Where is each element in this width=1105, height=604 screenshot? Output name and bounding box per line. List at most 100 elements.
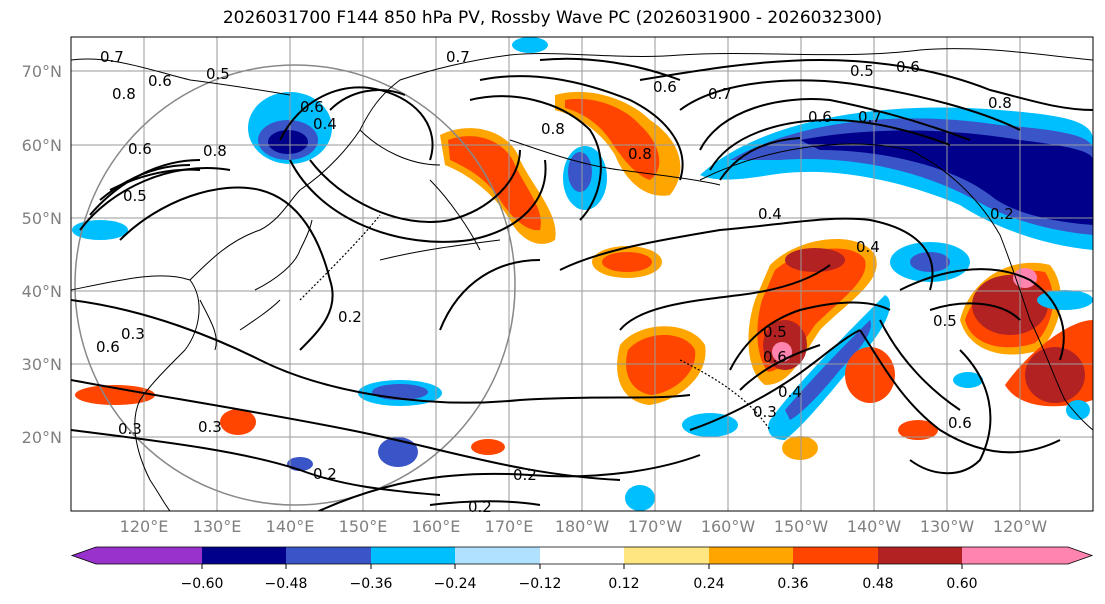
contour-label: 0.5 bbox=[933, 312, 957, 330]
positive-anomaly-blob bbox=[845, 347, 895, 403]
colorbar-tick-label: −0.60 bbox=[180, 576, 224, 592]
positive-anomaly-blob bbox=[602, 252, 652, 272]
contour-label: 0.8 bbox=[112, 85, 136, 103]
contour-label: 0.2 bbox=[468, 498, 492, 516]
contour-label: 0.8 bbox=[628, 145, 652, 163]
positive-anomaly-blob bbox=[898, 420, 938, 440]
contour-label: 0.6 bbox=[896, 58, 920, 76]
lat-label: 70°N bbox=[21, 62, 62, 81]
pv-contours bbox=[71, 57, 1093, 511]
contour-label: 0.6 bbox=[653, 78, 677, 96]
contour-label: 0.7 bbox=[446, 48, 470, 66]
lat-label: 60°N bbox=[21, 136, 62, 155]
contour-label: 0.7 bbox=[708, 85, 732, 103]
map-title: 2026031700 F144 850 hPa PV, Rossby Wave … bbox=[222, 8, 883, 28]
negative-anomaly-blob bbox=[1066, 400, 1090, 420]
colorbar-segment bbox=[624, 547, 709, 564]
colorbar-tick-label: 0.60 bbox=[946, 576, 978, 592]
colorbar-tick-label: −0.36 bbox=[349, 576, 393, 592]
colorbar-outline bbox=[70, 546, 1094, 565]
contour-label: 0.3 bbox=[198, 418, 222, 436]
negative-anomaly-blob bbox=[378, 437, 418, 467]
colorbar-segment bbox=[455, 547, 540, 564]
lon-label: 170°W bbox=[627, 517, 683, 536]
contour-label: 0.2 bbox=[313, 465, 337, 483]
negative-anomaly-blob bbox=[72, 220, 128, 240]
colorbar-segment bbox=[878, 547, 962, 564]
positive-anomaly-blob bbox=[565, 98, 660, 180]
positive-anomaly-blob bbox=[75, 385, 155, 405]
positive-anomaly-blob bbox=[972, 275, 1048, 335]
lat-label: 40°N bbox=[21, 282, 62, 301]
colorbar-segment bbox=[540, 547, 624, 564]
contour-label: 0.6 bbox=[300, 98, 324, 116]
contour-label: 0.5 bbox=[763, 323, 787, 341]
lon-label: 120°E bbox=[119, 517, 169, 536]
coastlines bbox=[71, 48, 1093, 511]
contour-label: 0.7 bbox=[858, 108, 882, 126]
lon-label: 130°E bbox=[192, 517, 242, 536]
contour-label: 0.5 bbox=[206, 65, 230, 83]
colorbar-tick-label: −0.24 bbox=[433, 576, 477, 592]
lon-label: 140°E bbox=[265, 517, 315, 536]
positive-anomaly-blob bbox=[471, 439, 505, 455]
lon-label: 180°W bbox=[554, 517, 610, 536]
colorbar-tick-label: −0.48 bbox=[264, 576, 308, 592]
colorbar-tick-label: 0.12 bbox=[608, 576, 640, 592]
negative-anomaly-blob bbox=[910, 252, 950, 272]
contour-label: 0.2 bbox=[513, 466, 537, 484]
colorbar-tick-label: 0.24 bbox=[693, 576, 725, 592]
colorbar-segment bbox=[286, 547, 371, 564]
lon-label: 140°W bbox=[846, 517, 902, 536]
contour-label: 0.6 bbox=[763, 348, 787, 366]
colorbar-segment bbox=[962, 547, 1068, 564]
positive-anomaly-blob bbox=[772, 342, 792, 362]
colorbar-segment bbox=[371, 547, 455, 564]
lat-label: 50°N bbox=[21, 209, 62, 228]
contour-label: 0.4 bbox=[313, 115, 337, 133]
colorbar-segment bbox=[793, 547, 878, 564]
contour-label: 0.5 bbox=[123, 187, 147, 205]
contour-label: 0.4 bbox=[778, 383, 802, 401]
lon-label: 160°W bbox=[700, 517, 756, 536]
colorbar-tick-label: 0.48 bbox=[862, 576, 894, 592]
contour-label: 0.6 bbox=[148, 72, 172, 90]
lon-label: 150°W bbox=[773, 517, 829, 536]
lon-label: 170°E bbox=[484, 517, 534, 536]
contour-label: 0.2 bbox=[990, 205, 1014, 223]
contour-label: 0.3 bbox=[753, 403, 777, 421]
colorbar-segment bbox=[96, 547, 202, 564]
lat-label: 30°N bbox=[21, 355, 62, 374]
plot-frame bbox=[70, 36, 1094, 512]
positive-anomaly-blob bbox=[1025, 347, 1085, 403]
contour-label: 0.8 bbox=[988, 94, 1012, 112]
colorbar-segment bbox=[202, 547, 286, 564]
positive-anomaly-blob bbox=[626, 335, 696, 395]
negative-anomaly-blob bbox=[568, 152, 592, 192]
contour-label: 0.6 bbox=[96, 338, 120, 356]
pv-anomaly-shading bbox=[72, 37, 1093, 511]
negative-anomaly-blob bbox=[268, 130, 308, 154]
region-circle bbox=[74, 64, 516, 506]
colorbar-tick-label: −0.12 bbox=[518, 576, 562, 592]
contour-label: 0.3 bbox=[121, 325, 145, 343]
contour-label: 0.4 bbox=[856, 238, 880, 256]
lon-label: 150°E bbox=[338, 517, 388, 536]
contour-label: 0.6 bbox=[128, 140, 152, 158]
colorbar-extend-min bbox=[72, 547, 96, 564]
contour-label: 0.6 bbox=[808, 108, 832, 126]
coastline-dots bbox=[299, 214, 771, 431]
negative-anomaly-blob bbox=[785, 320, 871, 420]
negative-anomaly-blob bbox=[953, 372, 983, 388]
colorbar-tick-label: 0.36 bbox=[777, 576, 809, 592]
negative-anomaly-blob bbox=[1037, 290, 1093, 310]
negative-anomaly-blob bbox=[512, 37, 548, 53]
colorbar-extend-max bbox=[1068, 547, 1092, 564]
lat-label: 20°N bbox=[21, 428, 62, 447]
contour-label: 0.8 bbox=[203, 142, 227, 160]
contour-label: 0.2 bbox=[338, 308, 362, 326]
contour-label: 0.5 bbox=[850, 62, 874, 80]
contour-label: 0.8 bbox=[541, 120, 565, 138]
